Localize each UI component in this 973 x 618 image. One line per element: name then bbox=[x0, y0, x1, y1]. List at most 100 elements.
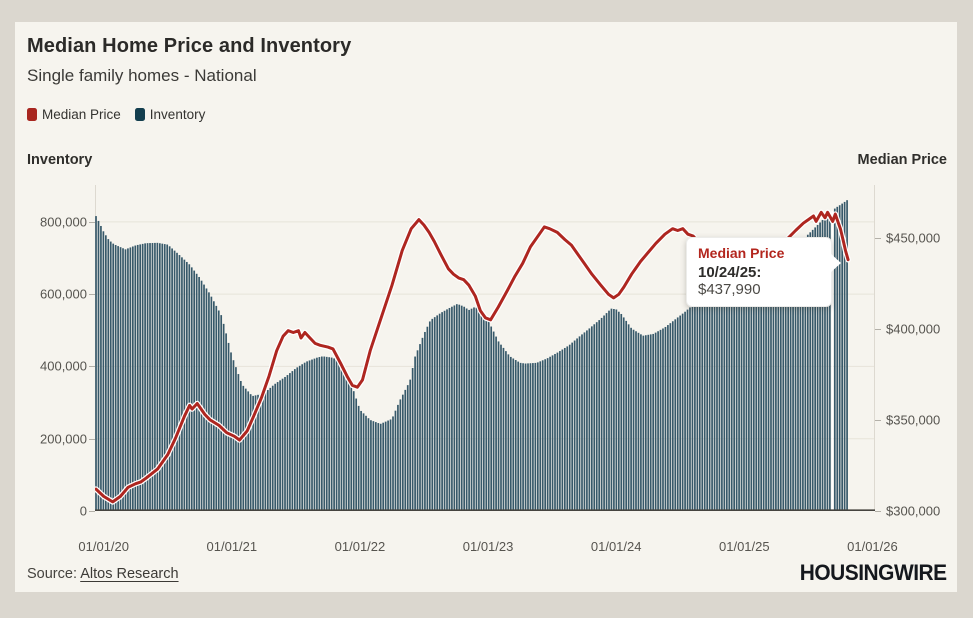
inventory-bar[interactable] bbox=[406, 385, 409, 511]
inventory-bar[interactable] bbox=[637, 332, 640, 511]
inventory-bar[interactable] bbox=[642, 335, 645, 511]
inventory-bar[interactable] bbox=[365, 415, 367, 511]
inventory-bar[interactable] bbox=[428, 321, 431, 511]
legend-item-inventory[interactable]: Inventory bbox=[134, 107, 205, 122]
inventory-bar[interactable] bbox=[669, 323, 672, 511]
inventory-bar[interactable] bbox=[794, 247, 797, 511]
inventory-bar[interactable] bbox=[212, 301, 215, 511]
inventory-bar[interactable] bbox=[836, 206, 839, 511]
inventory-bar[interactable] bbox=[711, 286, 713, 511]
inventory-bar[interactable] bbox=[178, 255, 181, 511]
inventory-bar[interactable] bbox=[539, 361, 542, 511]
inventory-bar[interactable] bbox=[438, 313, 441, 511]
inventory-bar[interactable] bbox=[735, 273, 738, 511]
inventory-bar[interactable] bbox=[529, 363, 532, 511]
inventory-bar[interactable] bbox=[389, 419, 392, 511]
inventory-bar[interactable] bbox=[460, 305, 463, 511]
inventory-bar[interactable] bbox=[667, 325, 669, 511]
inventory-bar[interactable] bbox=[183, 259, 186, 511]
inventory-bar[interactable] bbox=[689, 307, 691, 511]
inventory-bar[interactable] bbox=[698, 298, 701, 511]
inventory-bar[interactable] bbox=[168, 246, 171, 511]
inventory-bar[interactable] bbox=[426, 326, 429, 511]
inventory-bar[interactable] bbox=[632, 329, 635, 511]
inventory-bar[interactable] bbox=[586, 330, 588, 511]
inventory-bar[interactable] bbox=[141, 243, 144, 511]
inventory-bar[interactable] bbox=[745, 273, 748, 511]
inventory-bar[interactable] bbox=[313, 358, 316, 511]
inventory-bar[interactable] bbox=[573, 340, 576, 511]
inventory-bar[interactable] bbox=[355, 398, 358, 511]
inventory-bar[interactable] bbox=[266, 390, 269, 511]
inventory-bar[interactable] bbox=[249, 394, 252, 511]
inventory-bar[interactable] bbox=[308, 360, 311, 511]
inventory-bar[interactable] bbox=[514, 360, 517, 511]
inventory-bar[interactable] bbox=[789, 252, 792, 511]
inventory-bar[interactable] bbox=[384, 421, 387, 511]
inventory-bar[interactable] bbox=[330, 357, 333, 511]
inventory-bar[interactable] bbox=[269, 387, 272, 511]
inventory-bar[interactable] bbox=[274, 383, 277, 511]
inventory-bar[interactable] bbox=[328, 357, 331, 511]
inventory-bar[interactable] bbox=[811, 229, 814, 511]
inventory-bar[interactable] bbox=[674, 319, 677, 511]
inventory-bar[interactable] bbox=[546, 358, 549, 511]
inventory-bar[interactable] bbox=[676, 317, 679, 511]
source-link[interactable]: Altos Research bbox=[80, 566, 179, 582]
inventory-bar[interactable] bbox=[566, 346, 569, 511]
inventory-bar[interactable] bbox=[352, 391, 355, 511]
inventory-bar[interactable] bbox=[561, 349, 564, 512]
inventory-bar[interactable] bbox=[797, 244, 799, 511]
inventory-bar[interactable] bbox=[291, 371, 294, 511]
inventory-bar[interactable] bbox=[397, 404, 399, 511]
inventory-bar[interactable] bbox=[703, 293, 706, 511]
inventory-bar[interactable] bbox=[129, 247, 132, 511]
inventory-bar[interactable] bbox=[622, 317, 625, 511]
inventory-bar[interactable] bbox=[372, 421, 375, 511]
inventory-bar[interactable] bbox=[615, 309, 618, 511]
inventory-bar[interactable] bbox=[171, 248, 173, 511]
inventory-bar[interactable] bbox=[713, 284, 716, 511]
inventory-bar[interactable] bbox=[556, 352, 559, 511]
inventory-bar[interactable] bbox=[696, 300, 699, 511]
inventory-bar[interactable] bbox=[102, 231, 105, 511]
inventory-bar[interactable] bbox=[534, 362, 537, 511]
inventory-bar[interactable] bbox=[318, 357, 321, 511]
inventory-bar[interactable] bbox=[217, 310, 220, 512]
inventory-bar[interactable] bbox=[95, 216, 97, 511]
inventory-bar[interactable] bbox=[708, 288, 711, 511]
inventory-bar[interactable] bbox=[109, 241, 112, 511]
inventory-bar[interactable] bbox=[340, 366, 343, 511]
inventory-bar[interactable] bbox=[104, 235, 107, 511]
inventory-bar[interactable] bbox=[215, 305, 218, 511]
inventory-bar[interactable] bbox=[770, 269, 772, 511]
inventory-bar[interactable] bbox=[684, 311, 686, 511]
inventory-bar[interactable] bbox=[333, 358, 335, 511]
inventory-bar[interactable] bbox=[671, 321, 674, 511]
inventory-bar[interactable] bbox=[97, 220, 100, 511]
inventory-bar[interactable] bbox=[750, 274, 753, 511]
inventory-bar[interactable] bbox=[112, 243, 115, 511]
inventory-bar[interactable] bbox=[311, 359, 313, 511]
inventory-bar[interactable] bbox=[640, 334, 642, 511]
inventory-bar[interactable] bbox=[343, 370, 345, 511]
inventory-bar[interactable] bbox=[603, 315, 605, 512]
inventory-bar[interactable] bbox=[512, 358, 515, 511]
inventory-bar[interactable] bbox=[242, 385, 245, 511]
inventory-bar[interactable] bbox=[686, 309, 689, 511]
inventory-bar[interactable] bbox=[843, 201, 846, 511]
inventory-bar[interactable] bbox=[593, 324, 596, 511]
inventory-bar[interactable] bbox=[448, 307, 451, 511]
inventory-bar[interactable] bbox=[505, 351, 507, 511]
inventory-bar[interactable] bbox=[507, 354, 510, 511]
inventory-bar[interactable] bbox=[487, 321, 490, 511]
inventory-bar[interactable] bbox=[740, 272, 743, 511]
inventory-bar[interactable] bbox=[728, 275, 731, 511]
inventory-bar[interactable] bbox=[846, 200, 848, 511]
inventory-bar[interactable] bbox=[821, 220, 824, 511]
inventory-bar[interactable] bbox=[755, 275, 758, 511]
inventory-bar[interactable] bbox=[721, 280, 723, 511]
inventory-bar[interactable] bbox=[524, 363, 527, 511]
inventory-bar[interactable] bbox=[802, 239, 804, 511]
inventory-bar[interactable] bbox=[581, 334, 583, 511]
